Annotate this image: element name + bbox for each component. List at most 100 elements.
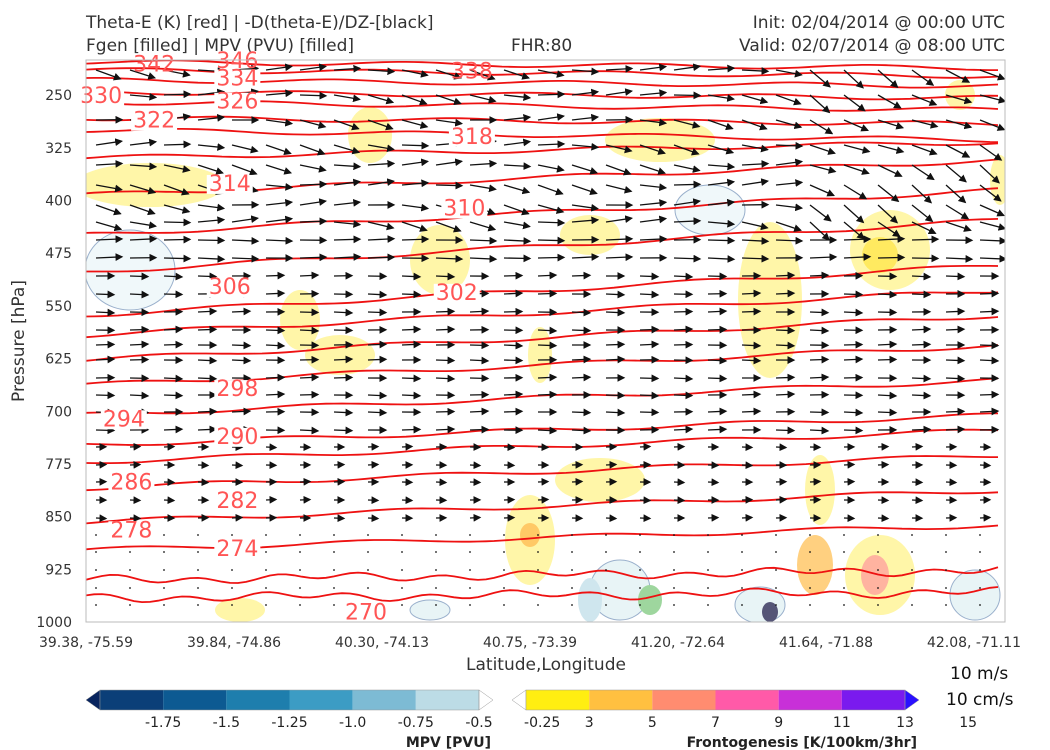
wind-vector [435,356,456,365]
wind-vector [605,604,607,606]
wind-vector [911,425,932,434]
wind-vector [197,203,226,212]
wind-vector [945,119,973,130]
wind-vector [945,604,947,606]
wind-vector [707,272,728,281]
wind-vector [197,604,199,606]
colorbar-swatch [100,690,164,710]
wind-vector [435,325,456,334]
filled-region [215,598,265,622]
wind-vector [741,569,743,571]
wind-vector [537,326,558,335]
wind-vector [367,290,388,299]
y-axis-label: Pressure [hPa] [9,280,29,402]
wind-vector [945,307,966,316]
vector-scale-horizontal: 10 m/s [950,664,1009,684]
wind-vector [401,496,414,505]
theta-e-label: 314 [209,172,251,197]
wind-vector [265,182,294,191]
wind-vector [843,551,845,553]
label-background [441,199,488,219]
colorbar-tick-label: 15 [959,715,977,731]
wind-vector [639,235,668,243]
wind-vector [503,569,505,571]
theta-e-contour [86,377,999,415]
wind-vector [537,569,539,571]
wind-vector [911,235,940,244]
wind-vector [775,326,796,335]
wind-vector [265,551,267,553]
wind-vector [945,325,966,334]
wind-vector [231,237,260,245]
wind-vector [877,569,879,571]
wind-vector [537,271,558,280]
wind-vector [775,341,796,350]
wind-vector [265,89,294,98]
colorbar-tick-label: -1.5 [213,715,240,731]
wind-vector [673,144,700,156]
wind-vector [979,551,981,553]
wind-vector [469,587,471,589]
wind-vector [299,587,301,589]
wind-vector [673,587,675,589]
wind-vector [945,587,947,589]
title-line-2: Fgen [filled] | MPV (PVU) [filled] [86,36,355,56]
wind-vector [401,221,428,232]
colorbar-tick-label: 7 [711,715,720,731]
wind-vector [265,569,267,571]
wind-vector [265,326,286,335]
filled-region [949,569,1001,621]
wind-vector [605,88,633,96]
wind-vector [129,604,131,606]
wind-vector [741,604,743,606]
wind-vector [95,587,97,589]
wind-vector [979,119,1005,131]
wind-vector [265,215,294,224]
wind-vector [673,325,694,334]
wind-vector [775,569,777,571]
wind-vector [809,604,811,606]
wind-vector [911,221,937,234]
wind-vector [197,425,218,434]
wind-vector [605,184,633,194]
wind-vector [401,569,403,571]
wind-vector [537,218,566,227]
wind-vector [605,587,607,589]
wind-vector [945,478,958,487]
x-tick-label: 39.38, -75.59 [39,635,133,651]
wind-vector [299,198,327,206]
y-tick-label: 625 [45,352,72,368]
wind-vector [401,442,414,451]
wind-vector [333,198,362,207]
wind-vector [197,143,226,151]
wind-vector [843,164,870,175]
wind-vector [163,374,184,383]
theta-e-contour [86,265,999,318]
wind-vector [571,67,600,76]
wind-vector [571,216,600,225]
wind-vector [197,272,218,281]
mpv-colorbar: -1.75 -1.5 -1.25 -1.0 -0.75 -0.5 -0.25 MPV [PVU… [85,689,560,750]
wind-vector [231,215,259,224]
wind-vector [197,551,199,553]
colorbar-tick-label: 9 [774,715,783,731]
wind-vector [435,69,463,80]
wind-vector [775,141,804,150]
wind-vector [197,216,226,225]
wind-vector [707,307,728,316]
wind-vector [503,551,505,553]
wind-vector [367,253,396,262]
wind-vector [775,158,804,167]
wind-vector [503,221,531,230]
wind-vector [639,534,641,536]
filled-region [797,535,833,595]
wind-vector [95,569,97,571]
wind-vector [333,569,335,571]
wind-vector [265,236,294,245]
wind-vector [571,142,600,151]
wind-vector [809,69,831,88]
wind-vector [809,373,830,382]
wind-vector [775,443,788,452]
wind-vector [537,204,565,214]
wind-vector [163,69,191,78]
